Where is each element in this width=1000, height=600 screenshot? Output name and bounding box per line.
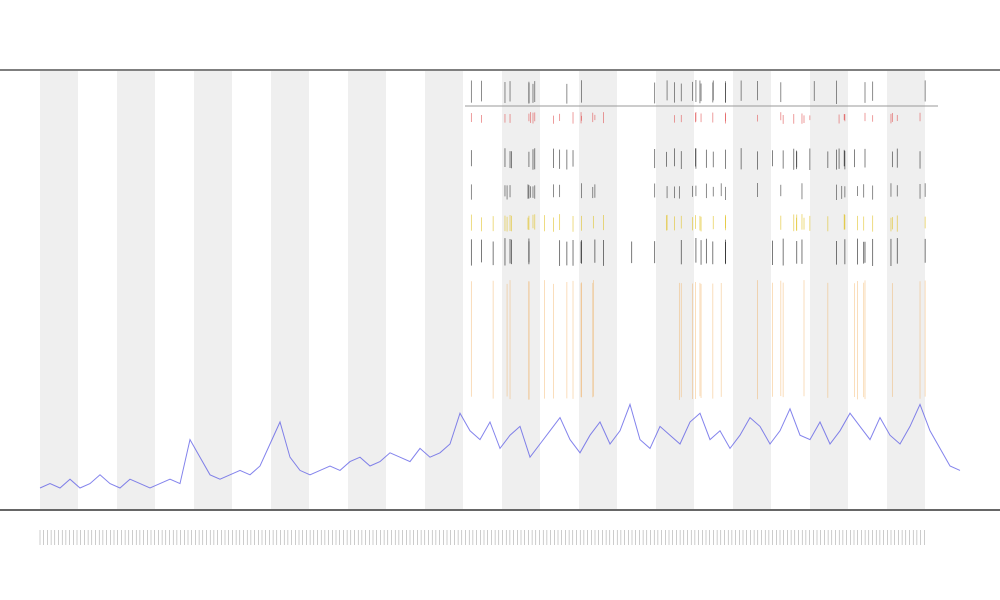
band [887,71,925,509]
band [656,71,694,509]
background-bands [40,71,925,509]
band [348,71,386,509]
band [194,71,232,509]
band [502,71,540,509]
band [40,71,78,509]
series-line [39,402,961,489]
band [271,71,309,509]
event-markers [39,80,926,545]
band [579,71,617,509]
band [810,71,848,509]
band [425,71,463,509]
plot [39,402,961,489]
band [733,71,771,509]
band [117,71,155,509]
